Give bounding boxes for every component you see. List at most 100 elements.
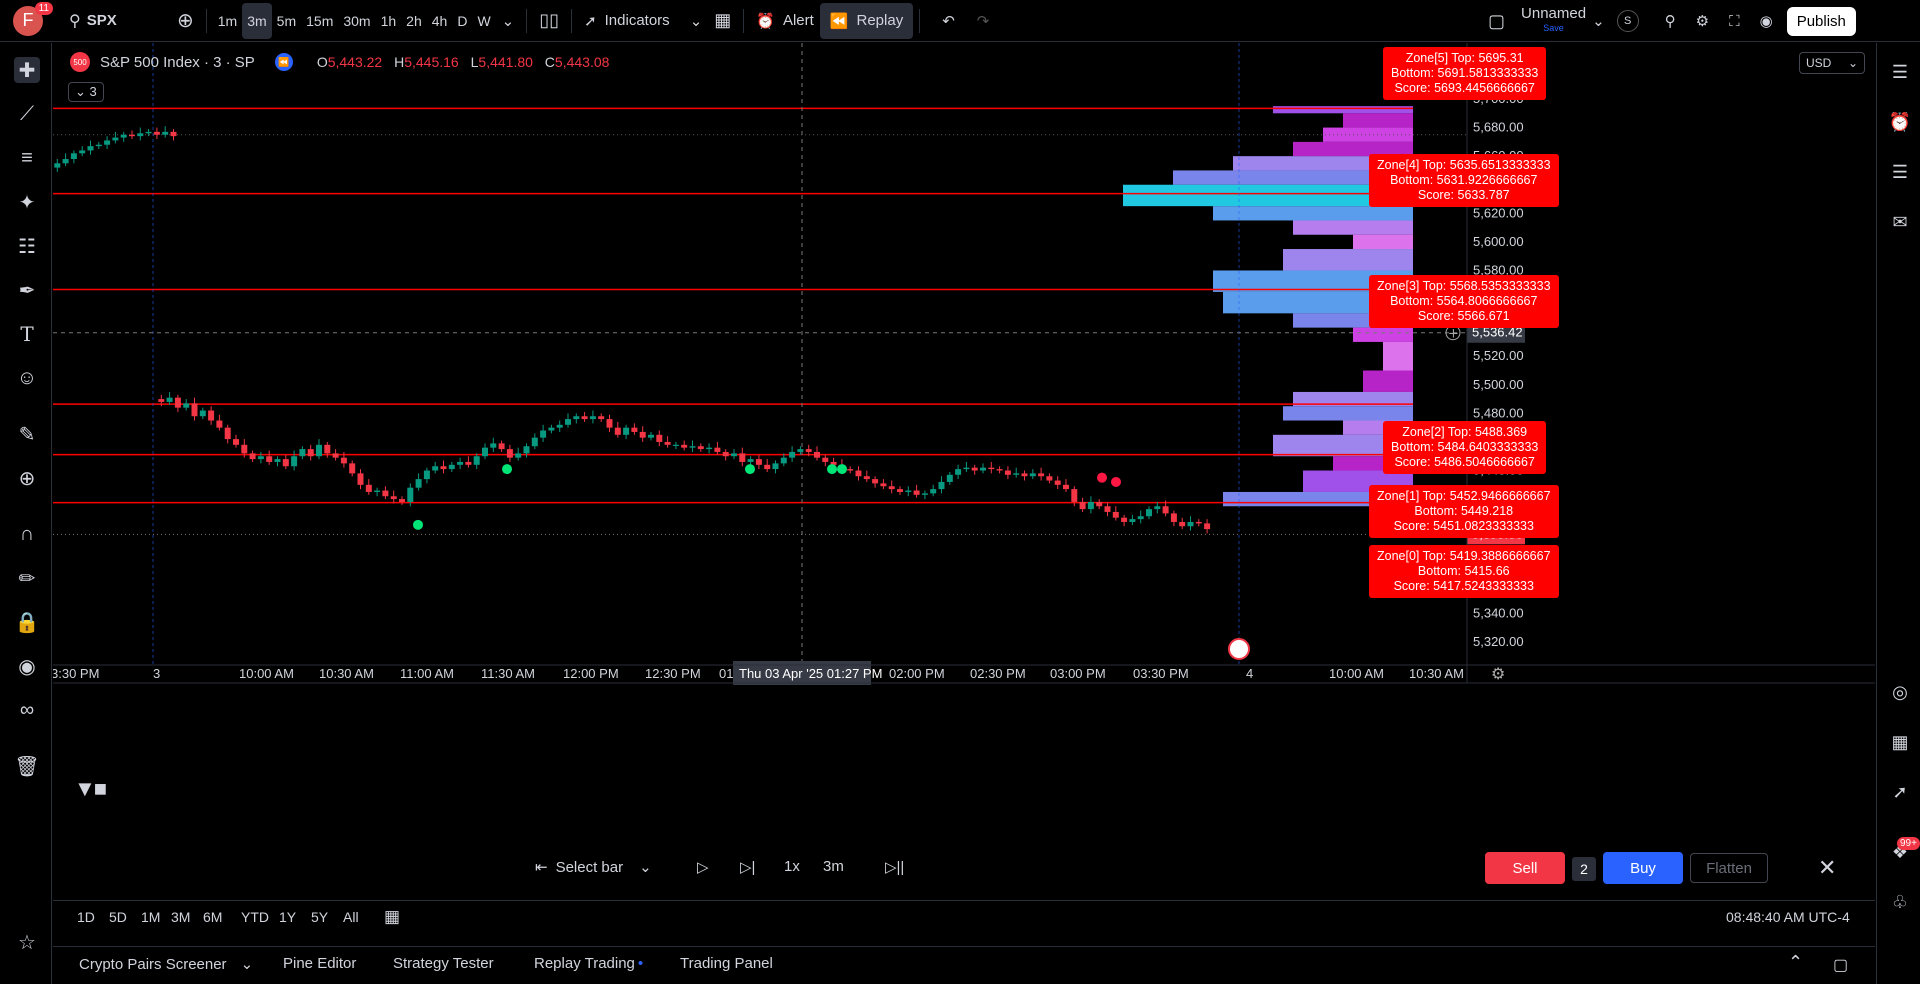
play-button[interactable]: ▷ [697, 858, 709, 876]
interval-15m[interactable]: 15m [306, 12, 334, 29]
alerts-button[interactable]: ⏰ [1887, 109, 1913, 135]
select-bar-button[interactable]: ⇤ Select bar ⌄ [535, 858, 652, 877]
jump-to-realtime-button[interactable]: ▷|| [885, 858, 904, 876]
buy-button[interactable]: Buy [1603, 852, 1683, 884]
interval-30m[interactable]: 30m [343, 12, 371, 29]
range-1y[interactable]: 1Y [279, 909, 297, 925]
range-ytd[interactable]: YTD [241, 909, 269, 925]
range-5y[interactable]: 5Y [311, 909, 329, 925]
delete-drawings-tool[interactable]: 🗑 [14, 753, 40, 779]
collapse-panel-button[interactable]: ⌃ [1788, 952, 1803, 973]
time-tick-label: 02:30 PM [970, 666, 1026, 681]
tab-pine-editor[interactable]: Pine Editor [283, 955, 356, 972]
indicators-button[interactable]: ➚ Indicators ⌄ [578, 3, 708, 39]
price-tick-label: 5,340.00 [1473, 605, 1524, 620]
fib-tool[interactable]: ≡ [14, 145, 40, 171]
hotlists-button[interactable]: ◎ [1887, 679, 1913, 705]
layout-name[interactable]: Unnamed Save [1521, 6, 1586, 35]
time-tick-label: 3:30 PM [53, 666, 99, 681]
interval-d[interactable]: D [457, 12, 468, 29]
layouts-button[interactable]: ▦ [708, 3, 737, 39]
layout-dropdown[interactable]: ⌄ [1586, 3, 1611, 39]
range-3m[interactable]: 3M [171, 909, 191, 925]
chart-area[interactable]: 5,700.005,680.005,660.005,640.005,620.00… [53, 43, 1875, 840]
interval-dropdown[interactable]: ⌄ [496, 3, 521, 39]
undo-button[interactable]: ↶ [936, 3, 961, 39]
redo-icon: ↷ [976, 12, 990, 30]
publish-button[interactable]: Publish [1786, 6, 1856, 36]
emoji-tool[interactable]: ☺ [14, 365, 40, 391]
currency-select[interactable]: USD ⌄ [1799, 52, 1865, 74]
range-5d[interactable]: 5D [109, 909, 127, 925]
candle-body [971, 467, 978, 471]
trendline-tool[interactable]: ⟋ [14, 101, 40, 127]
stay-drawing-tool[interactable]: ✏ [14, 565, 40, 591]
alert-button[interactable]: ⏰ Alert [750, 3, 820, 39]
chart-type-button[interactable]: ▯▯ [533, 3, 565, 39]
ideas-button[interactable]: ➚ [1887, 779, 1913, 805]
tab-crypto-pairs-screener[interactable]: Crypto Pairs Screener ⌄ [79, 955, 253, 973]
range-all[interactable]: All [343, 909, 359, 925]
ruler-tool[interactable]: ✎ [14, 421, 40, 447]
lock-drawings-tool[interactable]: 🔒 [14, 609, 40, 635]
replay-interval-button[interactable]: 3m [823, 858, 844, 875]
tab-replay-trading[interactable]: Replay Trading • [534, 955, 643, 972]
layout-select[interactable]: ▢ [1482, 3, 1511, 39]
clock[interactable]: 08:48:40 AM UTC-4 [1726, 909, 1850, 925]
quick-search-button[interactable]: ⚲ [1659, 3, 1682, 39]
watchlist-button[interactable]: ☰ [1887, 59, 1913, 85]
redo-button[interactable]: ↷ [971, 3, 996, 39]
notifications-button[interactable]: ♧ [1887, 889, 1913, 915]
s-button[interactable]: S [1611, 3, 1645, 39]
close-replay-button[interactable]: ✕ [1818, 855, 1836, 881]
tab-trading-panel[interactable]: Trading Panel [680, 955, 773, 972]
range-1d[interactable]: 1D [77, 909, 95, 925]
replay-button[interactable]: ⏪ Replay [819, 2, 914, 39]
snapshot-button[interactable]: ◉ [1754, 3, 1779, 39]
legend-collapse-button[interactable]: ⌄ 3 [68, 82, 104, 102]
brush-tool[interactable]: ✒ [14, 277, 40, 303]
crosshair-icon: ✚ [18, 59, 36, 82]
price-chart[interactable]: 5,700.005,680.005,660.005,640.005,620.00… [53, 43, 1875, 840]
flatten-button[interactable]: Flatten [1690, 853, 1768, 883]
text-tool[interactable]: T [14, 321, 40, 347]
interval-1m[interactable]: 1m [217, 12, 238, 29]
range-6m[interactable]: 6M [203, 909, 223, 925]
watchlist-favorites[interactable]: ☆ [14, 929, 40, 955]
forecast-tool[interactable]: ☷ [14, 233, 40, 259]
interval-5m[interactable]: 5m [276, 12, 297, 29]
settings-button[interactable]: ⚙ [1690, 3, 1715, 39]
interval-4h[interactable]: 4h [431, 12, 448, 29]
calendar-button[interactable]: ▦ [1887, 729, 1913, 755]
step-forward-button[interactable]: ▷| [740, 858, 755, 876]
link-tool[interactable]: ∞ [14, 697, 40, 723]
crosshair-tool[interactable]: ✚ [14, 57, 40, 83]
go-to-date-button[interactable]: ▦ [384, 907, 400, 927]
interval-3m[interactable]: 3m [242, 2, 272, 39]
tab-strategy-tester[interactable]: Strategy Tester [393, 955, 494, 972]
interval-2h[interactable]: 2h [406, 12, 422, 29]
maximize-panel-button[interactable]: ▢ [1833, 955, 1848, 975]
compare-symbol-button[interactable]: ⊕ [171, 3, 200, 39]
candle-body [1013, 473, 1020, 475]
symbol-search[interactable]: ⚲ SPX [63, 3, 171, 39]
quantity-field[interactable]: 2 [1572, 857, 1596, 881]
candle-body [897, 489, 903, 492]
range-1m[interactable]: 1M [141, 909, 161, 925]
sell-button[interactable]: Sell [1485, 852, 1565, 884]
user-avatar[interactable]: F 11 [13, 1, 53, 36]
object-tree-button[interactable]: ☰ [1887, 159, 1913, 185]
interval-1h[interactable]: 1h [380, 12, 397, 29]
magnet-tool[interactable]: ∩ [14, 521, 40, 547]
fullscreen-button[interactable]: ⛶ [1723, 3, 1746, 39]
candle-body [921, 493, 928, 495]
candle-body [706, 447, 713, 450]
pattern-tool[interactable]: ✦ [14, 189, 40, 215]
candle-body [79, 150, 86, 154]
hide-drawings-tool[interactable]: ◉ [14, 653, 40, 679]
symbol-title[interactable]: S&P 500 Index · 3 · SP [100, 53, 255, 71]
chats-button[interactable]: ✉ [1887, 209, 1913, 235]
interval-w[interactable]: W [477, 12, 491, 29]
zoom-tool[interactable]: ⊕ [14, 465, 40, 491]
speed-button[interactable]: 1x [784, 858, 800, 875]
